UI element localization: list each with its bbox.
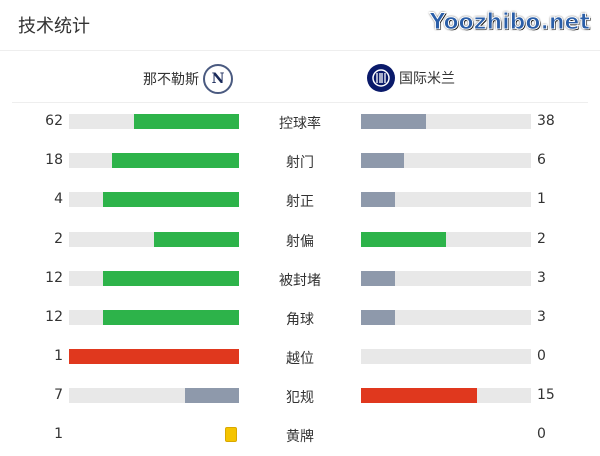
away-value: 3	[537, 309, 546, 325]
away-bar	[361, 153, 531, 169]
stat-label: 被封堵	[279, 272, 321, 289]
home-value: 1	[54, 348, 63, 365]
stat-label: 射偏	[286, 233, 314, 250]
away-bar	[361, 114, 531, 129]
stat-row-yellow-cards: 1 黄牌 0	[0, 425, 600, 445]
away-bar	[361, 388, 531, 404]
away-bar	[361, 349, 531, 365]
away-bar	[361, 192, 531, 208]
away-value: 1	[537, 191, 546, 208]
home-bar-fill	[184, 388, 239, 404]
divider	[12, 102, 588, 103]
away-value: 0	[537, 348, 546, 365]
stat-label: 射正	[286, 194, 314, 211]
stat-row: 18 射门 6	[0, 151, 600, 171]
home-value: 12	[45, 269, 63, 286]
away-bar-fill	[361, 192, 395, 208]
stat-label: 黄牌	[286, 429, 314, 445]
away-bar-fill	[361, 231, 446, 247]
stat-row: 4 射正 1	[0, 190, 600, 210]
home-bar	[69, 192, 239, 208]
home-team-name: 那不勒斯	[143, 72, 199, 88]
home-bar-fill	[69, 349, 239, 365]
home-value: 1	[54, 426, 63, 442]
away-bar-fill	[361, 153, 404, 169]
divider	[0, 50, 600, 51]
away-team: 国际米兰	[367, 64, 455, 92]
home-bar-fill	[103, 192, 239, 208]
home-bar	[69, 388, 239, 404]
away-team-name: 国际米兰	[399, 71, 455, 87]
stat-label: 越位	[286, 351, 314, 368]
home-bar	[69, 231, 239, 247]
home-bar-fill	[111, 153, 239, 169]
stat-row: 7 犯规 15	[0, 386, 600, 406]
home-value: 4	[54, 191, 63, 208]
away-value: 15	[537, 387, 555, 404]
away-bar-fill	[361, 310, 395, 325]
home-value: 2	[54, 230, 63, 247]
home-bar	[69, 349, 239, 365]
stat-row: 1 越位 0	[0, 347, 600, 367]
home-bar	[69, 153, 239, 169]
home-bar	[69, 114, 239, 129]
home-bar-fill	[154, 231, 239, 247]
home-value: 18	[45, 152, 63, 169]
home-bar-fill	[103, 270, 239, 286]
stat-label: 角球	[286, 312, 314, 328]
stat-row: 2 射偏 2	[0, 230, 600, 250]
home-bar	[69, 310, 239, 325]
away-bar	[361, 270, 531, 286]
away-value: 0	[537, 426, 546, 442]
home-value: 62	[45, 113, 63, 129]
away-value: 3	[537, 269, 546, 286]
home-team: 那不勒斯 N	[143, 64, 233, 94]
stat-label: 犯规	[286, 390, 314, 407]
home-value: 7	[54, 387, 63, 404]
stat-label: 射门	[286, 155, 314, 172]
away-value: 2	[537, 230, 546, 247]
yellow-card-icon	[225, 427, 237, 442]
section-title: 技术统计	[18, 16, 90, 37]
watermark: Yoozhibo.net	[429, 10, 590, 36]
away-value: 38	[537, 113, 555, 129]
away-bar-fill	[361, 270, 395, 286]
inter-logo-icon	[367, 64, 395, 92]
away-bar-fill	[361, 114, 426, 129]
stat-label: 控球率	[279, 116, 321, 132]
home-value: 12	[45, 309, 63, 325]
away-value: 6	[537, 152, 546, 169]
home-bar	[69, 270, 239, 286]
home-bar-fill	[103, 310, 239, 325]
stat-row: 12 被封堵 3	[0, 269, 600, 289]
away-bar-fill	[361, 388, 477, 404]
home-bar-fill	[133, 114, 239, 129]
away-bar	[361, 231, 531, 247]
stat-row: 62 控球率 38	[0, 112, 600, 132]
napoli-logo-icon: N	[203, 64, 233, 94]
away-bar	[361, 310, 531, 325]
stat-row: 12 角球 3	[0, 308, 600, 328]
